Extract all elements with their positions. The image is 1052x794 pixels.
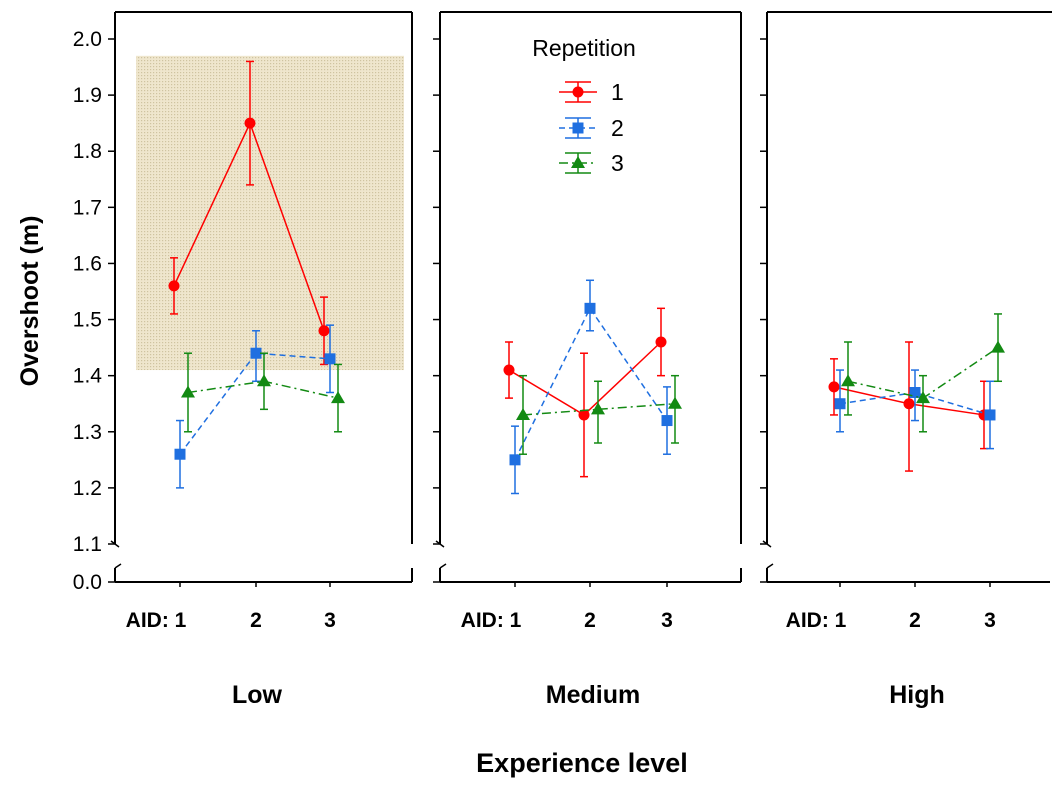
data-point: [318, 325, 330, 337]
data-point: [181, 385, 195, 398]
data-point: [509, 454, 521, 466]
panel-label: Medium: [546, 681, 640, 709]
legend-marker: [572, 122, 584, 134]
panel-frame-medium: [435, 11, 742, 587]
y-tick-label: 1.4: [73, 365, 103, 388]
series-3: [841, 313, 1005, 433]
data-point: [244, 117, 256, 129]
legend: Repetition 1 2 3: [532, 35, 636, 176]
y-tick-label: 1.1: [73, 533, 102, 556]
legend-item-2: 2: [559, 115, 624, 141]
panel-label: High: [889, 681, 945, 709]
data-point: [168, 280, 180, 292]
data-point: [991, 340, 1005, 353]
legend-marker: [572, 86, 584, 98]
legend-marker: [571, 156, 585, 168]
y-tick-label: 1.3: [73, 421, 102, 444]
x-tick-label: AID: 1: [126, 609, 187, 632]
axis-break-mark: [114, 563, 122, 569]
series-2: [834, 369, 996, 450]
y-axis: 0.0 1.1 1.2 1.3 1.4 1.5 1.6 1.7 1.8 1.9 2.0: [73, 28, 767, 594]
panel-frame-low: [110, 11, 413, 587]
x-tick-label: AID: 1: [786, 609, 847, 632]
highlight-region: [136, 55, 404, 371]
legend-label: 1: [611, 79, 624, 105]
y-tick-label: 1.5: [73, 309, 102, 332]
y-tick-label: 1.6: [73, 252, 102, 275]
data-point: [174, 448, 186, 460]
data-point: [916, 391, 930, 404]
data-point: [250, 347, 262, 359]
y-tick-label: 1.9: [73, 84, 102, 107]
highlight-layer: [136, 55, 404, 371]
legend-title: Repetition: [532, 35, 636, 61]
panel-label: Low: [232, 681, 283, 709]
x-tick-label: 2: [909, 609, 921, 632]
data-point: [584, 302, 596, 314]
series-3: [181, 352, 345, 433]
data-point: [834, 398, 846, 410]
panel-frame-high: [762, 11, 1052, 587]
data-point: [909, 387, 921, 398]
data-layer: [168, 60, 1005, 495]
data-point: [331, 391, 345, 404]
data-point: [984, 409, 996, 421]
x-tick-label: 3: [324, 609, 336, 632]
series-1: [168, 60, 330, 366]
panel-high: [828, 313, 1005, 472]
series-2: [174, 324, 336, 489]
series-line: [179, 352, 331, 455]
data-point: [257, 374, 271, 387]
axis-break-mark: [766, 563, 774, 569]
legend-label: 2: [611, 115, 624, 141]
data-point: [503, 364, 515, 376]
data-point: [324, 353, 336, 365]
data-point: [516, 407, 530, 420]
legend-item-1: 1: [559, 79, 624, 105]
y-tick-label: 0.0: [73, 571, 102, 594]
panel-low: [168, 60, 345, 489]
x-axis-label: Experience level: [476, 748, 688, 778]
series-1: [828, 341, 990, 472]
axis-break-mark: [439, 563, 447, 569]
x-tick-label: 2: [584, 609, 596, 632]
panel-medium: [503, 279, 682, 495]
x-tick-label: AID: 1: [461, 609, 522, 632]
legend-label: 3: [611, 150, 624, 176]
x-tick-label: 2: [250, 609, 262, 632]
legend-item-3: 3: [559, 150, 624, 176]
series-line: [522, 402, 676, 416]
series-3: [516, 374, 682, 455]
x-tick-label: 3: [661, 609, 673, 632]
y-axis-label: Overshoot (m): [16, 216, 44, 387]
series-1: [503, 307, 667, 478]
x-axis: AID: 1 2 3 Low AID: 1 2 3 Medium AID: 1 2 3 High: [126, 609, 996, 709]
y-tick-label: 1.2: [73, 477, 102, 500]
data-point: [903, 398, 915, 410]
panel-frames: [110, 11, 1052, 587]
data-point: [655, 336, 667, 348]
data-point: [578, 409, 590, 421]
series-2: [509, 279, 673, 495]
y-tick-label: 1.7: [73, 196, 102, 219]
data-point: [828, 381, 840, 393]
data-point: [668, 396, 682, 409]
data-point: [591, 402, 605, 415]
x-tick-label: 3: [984, 609, 996, 632]
y-tick-label: 2.0: [73, 28, 102, 51]
data-point: [661, 415, 673, 427]
y-tick-label: 1.8: [73, 140, 102, 163]
data-point: [841, 374, 855, 387]
